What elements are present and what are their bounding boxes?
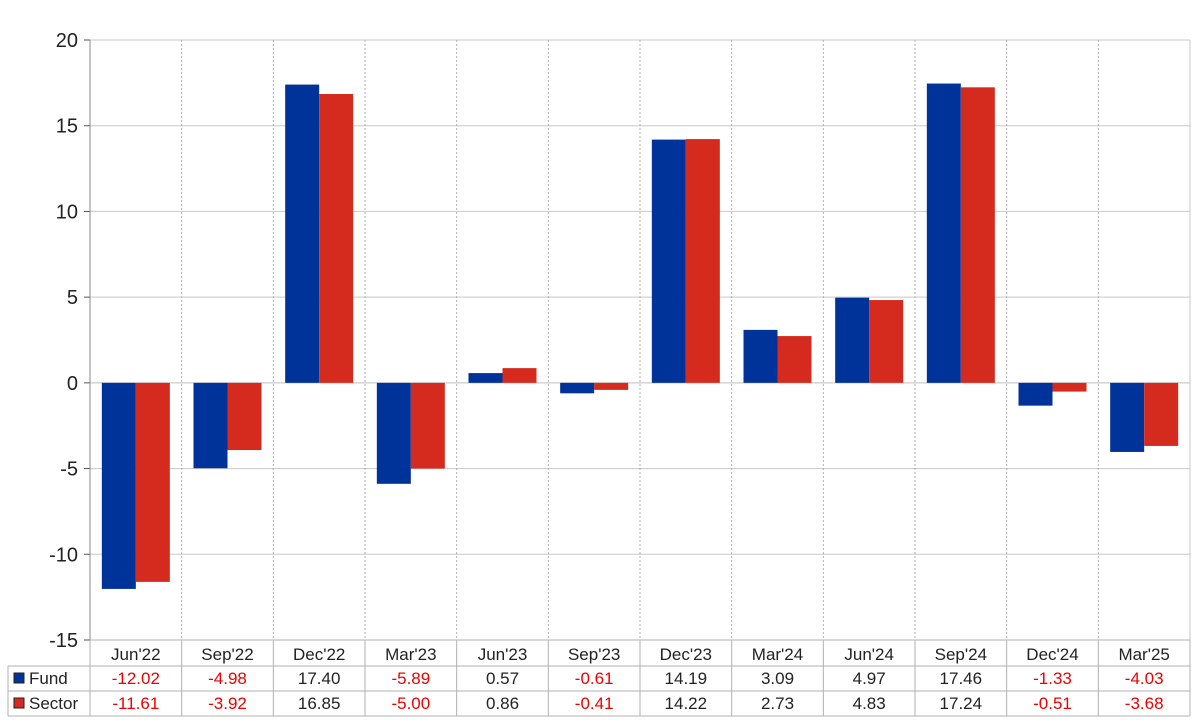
table-cell-value: 4.83 bbox=[853, 694, 886, 713]
x-tick-label: Mar'24 bbox=[752, 645, 803, 664]
bar-fund bbox=[193, 382, 228, 469]
bar-sector bbox=[1052, 382, 1087, 392]
table-cell-value: -0.61 bbox=[575, 669, 614, 688]
table-cell-value: -3.68 bbox=[1125, 694, 1164, 713]
bar-sector bbox=[1144, 382, 1179, 446]
bar-fund bbox=[835, 297, 870, 383]
bar-fund bbox=[285, 84, 320, 383]
table-cell-value: 17.24 bbox=[940, 694, 983, 713]
y-tick-label: 10 bbox=[56, 201, 78, 223]
table-cell-value: 16.85 bbox=[298, 694, 341, 713]
bar-fund bbox=[101, 382, 136, 589]
table-cell-value: 17.46 bbox=[940, 669, 983, 688]
bars-layer bbox=[101, 83, 1179, 589]
x-tick-label: Sep'22 bbox=[201, 645, 253, 664]
table-cell-value: 17.40 bbox=[298, 669, 341, 688]
y-tick-label: -5 bbox=[60, 459, 78, 481]
bar-fund bbox=[560, 382, 595, 394]
bar-fund bbox=[1018, 382, 1053, 406]
x-tick-label: Dec'24 bbox=[1026, 645, 1078, 664]
grid-layer bbox=[90, 39, 1190, 641]
bar-sector bbox=[502, 368, 537, 383]
bar-fund bbox=[1110, 382, 1145, 452]
bar-sector bbox=[227, 382, 262, 451]
table-cell-value: 14.22 bbox=[665, 694, 708, 713]
table-cell-value: -12.02 bbox=[112, 669, 160, 688]
bar-fund bbox=[651, 139, 686, 383]
x-tick-label: Sep'23 bbox=[568, 645, 620, 664]
legend-label-fund: Fund bbox=[29, 669, 68, 688]
table-cell-value: -4.98 bbox=[208, 669, 247, 688]
table-cell-value: 3.09 bbox=[761, 669, 794, 688]
y-tick-label: 15 bbox=[56, 116, 78, 138]
x-tick-label: Jun'23 bbox=[478, 645, 528, 664]
x-tick-label: Jun'24 bbox=[844, 645, 894, 664]
bar-fund bbox=[376, 382, 411, 484]
table-cell-value: -5.00 bbox=[391, 694, 430, 713]
y-tick-label: 5 bbox=[67, 287, 78, 309]
table-cell-value: -11.61 bbox=[112, 694, 159, 713]
bar-sector bbox=[777, 336, 812, 383]
x-tick-label: Dec'23 bbox=[660, 645, 712, 664]
table-cell-value: 0.86 bbox=[486, 694, 519, 713]
y-tick-label: 20 bbox=[56, 30, 78, 52]
table-cell-value: 0.57 bbox=[486, 669, 519, 688]
table-cell-value: 2.73 bbox=[761, 694, 794, 713]
table-cell-value: -5.89 bbox=[391, 669, 430, 688]
x-tick-label: Sep'24 bbox=[935, 645, 987, 664]
bar-sector bbox=[869, 300, 904, 383]
x-tick-label: Jun'22 bbox=[111, 645, 161, 664]
table-cell-value: -1.33 bbox=[1033, 669, 1072, 688]
axis-layer: -15 -10 -5 0 5 10 15 20 bbox=[49, 30, 1191, 652]
y-tick-label: -10 bbox=[49, 544, 78, 566]
x-tick-label: Mar'25 bbox=[1118, 645, 1169, 664]
bar-sector bbox=[960, 87, 995, 383]
data-table: Jun'22 Sep'22 Dec'22 Mar'23 Jun'23 Sep'23 Dec'… bbox=[7, 639, 1191, 717]
legend-swatch-fund bbox=[13, 672, 25, 684]
table-cell-value: -4.03 bbox=[1125, 669, 1164, 688]
table-cell-value: 14.19 bbox=[665, 669, 708, 688]
bar-fund bbox=[743, 329, 778, 383]
legend-swatch-sector bbox=[13, 697, 25, 709]
table-cell-value: 4.97 bbox=[853, 669, 886, 688]
y-tick-label: -15 bbox=[49, 630, 78, 652]
table-cell-value: -3.92 bbox=[208, 694, 247, 713]
bar-sector bbox=[685, 139, 720, 383]
bar-sector bbox=[319, 94, 354, 383]
table-cell-value: -0.51 bbox=[1033, 694, 1072, 713]
table-cell-value: -0.41 bbox=[575, 694, 614, 713]
x-tick-label: Dec'22 bbox=[293, 645, 345, 664]
bar-sector bbox=[135, 382, 170, 582]
bar-sector bbox=[410, 382, 445, 469]
x-tick-label: Mar'23 bbox=[385, 645, 436, 664]
legend-label-sector: Sector bbox=[29, 694, 78, 713]
bar-sector bbox=[594, 382, 629, 390]
y-tick-label: 0 bbox=[67, 373, 78, 395]
bar-fund bbox=[468, 373, 503, 383]
bar-fund bbox=[926, 83, 961, 383]
